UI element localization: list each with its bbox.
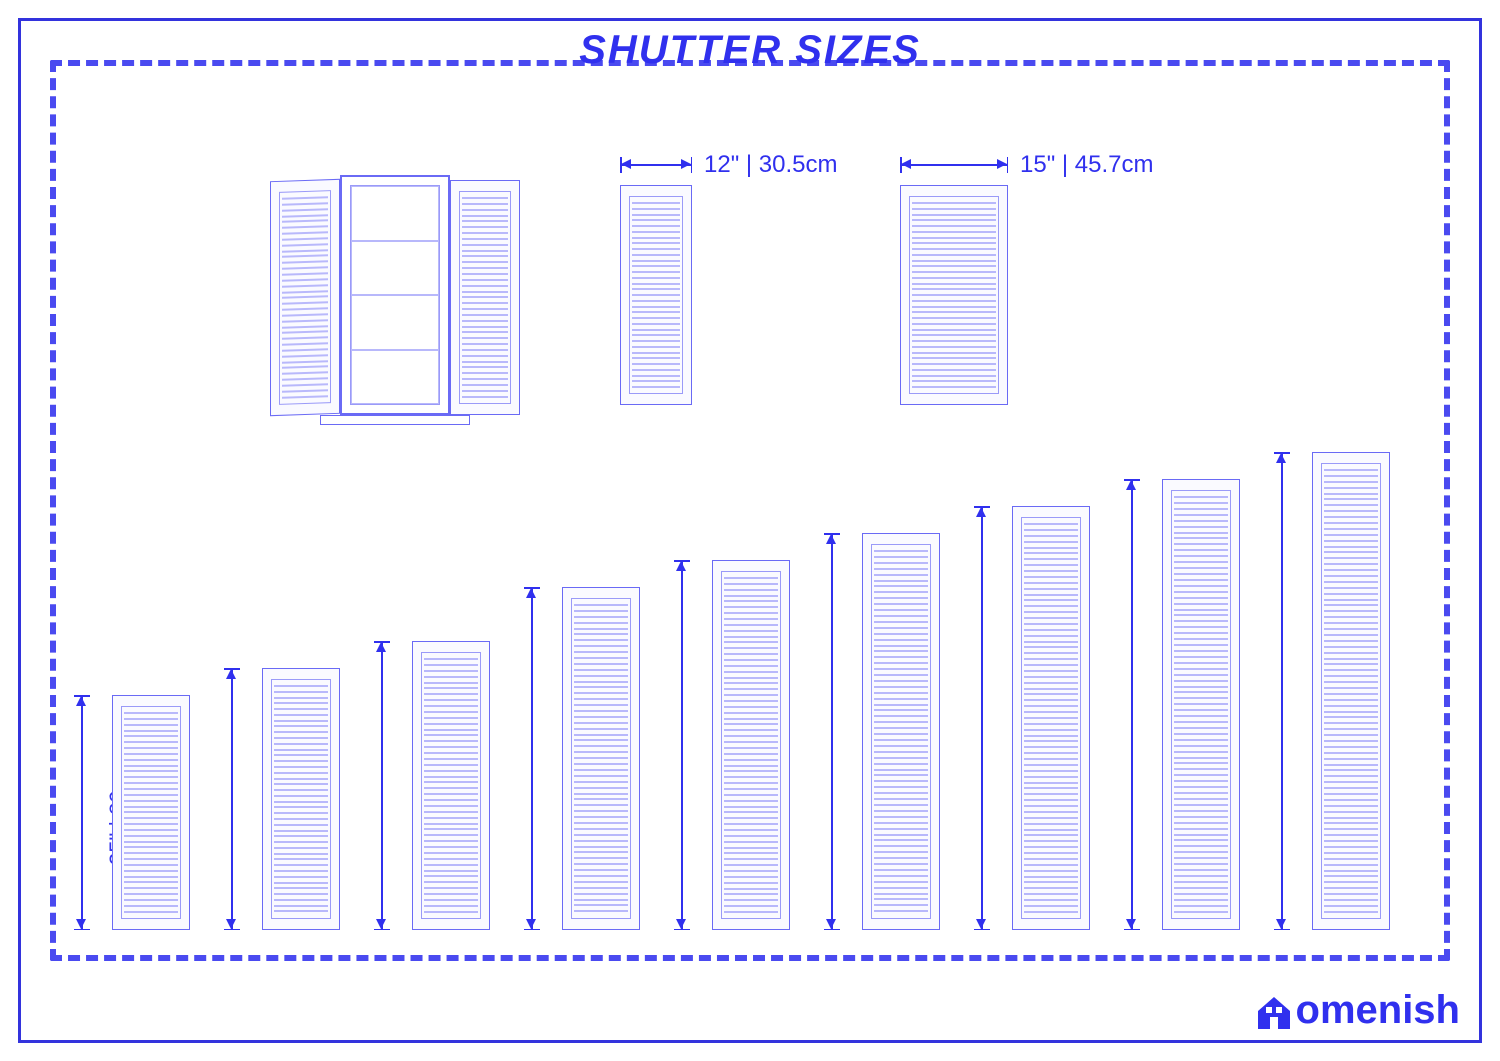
height-dimension: 71" | 180.3cm (1272, 452, 1292, 930)
height-dimension: 51" | 129.5cm (522, 587, 542, 930)
height-dimension: 43" | 109.2cm (372, 641, 392, 930)
house-icon (1254, 991, 1294, 1031)
height-example-shutter (112, 695, 190, 930)
height-dimension: 55" | 139.7cm (672, 560, 692, 930)
height-dimension: 35" | 89cm (72, 695, 92, 930)
window-with-shutters (270, 175, 520, 435)
height-dimension: 63" | 160cm (972, 506, 992, 930)
height-example-shutter (1162, 479, 1240, 930)
diagram-title: SHUTTER SIZES (0, 28, 1500, 73)
height-example-shutter (262, 668, 340, 930)
height-example-shutter (712, 560, 790, 930)
window-panes (350, 185, 440, 405)
dimension-label: 12" | 30.5cm (704, 151, 838, 179)
width-dimension: 15" | 45.7cm (900, 155, 1008, 175)
brand-text: omenish (1296, 988, 1460, 1033)
height-dimension: 39" | 99.1cm (222, 668, 242, 930)
width-example-shutter (620, 185, 692, 405)
left-shutter (270, 179, 340, 416)
height-example-shutter (562, 587, 640, 930)
height-example-shutter (1312, 452, 1390, 930)
height-dimension: 59" | 149.9cm (822, 533, 842, 930)
window-frame (340, 175, 450, 415)
height-dimension: 67" | 170.2cm (1122, 479, 1142, 930)
window-sill (320, 415, 470, 425)
height-example-shutter (862, 533, 940, 930)
width-example-shutter (900, 185, 1008, 405)
width-dimension: 12" | 30.5cm (620, 155, 692, 175)
dimension-label: 15" | 45.7cm (1020, 151, 1154, 179)
height-example-shutter (1012, 506, 1090, 930)
brand-logo: omenish (1254, 988, 1460, 1033)
right-shutter (450, 180, 520, 415)
height-example-shutter (412, 641, 490, 930)
